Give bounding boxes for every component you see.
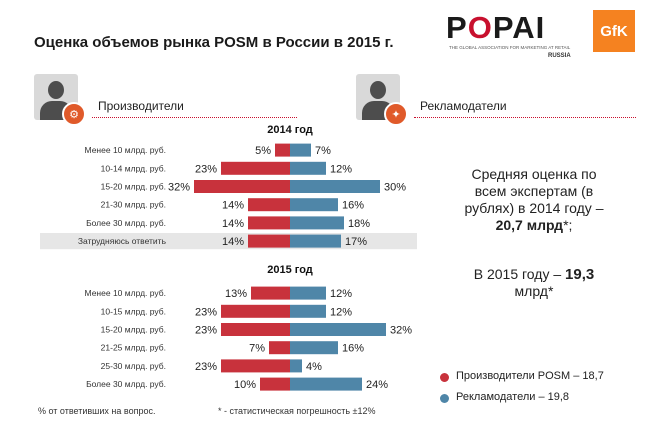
bar-producers	[248, 198, 290, 212]
data-label-advertisers: 18%	[348, 218, 370, 230]
bar-producers	[194, 180, 290, 193]
bar-advertisers	[290, 234, 341, 248]
data-label-producers: 32%	[168, 182, 190, 194]
popai-tagline: THE GLOBAL ASSOCIATION FOR MARKETING AT …	[449, 45, 571, 50]
producers-label: Производители	[98, 99, 184, 113]
bar-advertisers	[290, 286, 326, 300]
data-label-producers: 23%	[195, 361, 217, 373]
tick-label: Более 30 млрд. руб.	[86, 218, 166, 228]
tick-label: Затрудняюсь ответить	[78, 236, 167, 246]
bar-producers	[275, 143, 290, 157]
data-label-producers: 14%	[222, 200, 244, 212]
bulb-badge-icon: ✦	[384, 102, 408, 126]
popai-russia-label: RUSSIA	[548, 53, 571, 59]
data-label-advertisers: 12%	[330, 306, 352, 318]
forecast-2015-prefix: В 2015 году –	[473, 266, 566, 282]
popai-logo-text: POPAI	[446, 10, 546, 45]
data-label-advertisers: 7%	[315, 145, 331, 157]
bar-advertisers	[290, 198, 338, 212]
data-label-advertisers: 32%	[390, 325, 412, 337]
tick-label: Менее 10 млрд. руб.	[85, 145, 166, 155]
tick-label: 25-30 млрд. руб.	[101, 361, 166, 371]
page-title: Оценка объемов рынка POSM в России в 201…	[34, 34, 394, 51]
data-label-advertisers: 12%	[330, 163, 352, 175]
bar-advertisers	[290, 180, 380, 193]
data-label-producers: 14%	[222, 236, 244, 248]
bar-producers	[248, 216, 290, 230]
average-line-2: всем экспертам (в	[474, 183, 594, 199]
tick-label: Более 30 млрд. руб.	[86, 379, 166, 389]
legend-advertisers-dot	[440, 394, 449, 403]
chart-title: 2015 год	[267, 264, 313, 276]
data-label-producers: 23%	[195, 325, 217, 337]
tick-label: 10-14 млрд. руб.	[101, 163, 166, 173]
bar-advertisers	[290, 143, 311, 157]
gear-badge-icon: ⚙	[62, 102, 86, 126]
tick-label: 21-25 млрд. руб.	[101, 343, 166, 353]
tick-label: Менее 10 млрд. руб.	[85, 288, 166, 298]
forecast-2015-unit: млрд*	[514, 283, 554, 299]
average-2014-suffix: *;	[563, 217, 573, 233]
data-label-advertisers: 12%	[330, 288, 352, 300]
bar-advertisers	[290, 161, 326, 175]
data-label-producers: 10%	[234, 379, 256, 391]
data-label-advertisers: 16%	[342, 200, 364, 212]
tick-label: 15-20 млрд. руб.	[101, 325, 166, 335]
bar-advertisers	[290, 323, 386, 336]
data-label-advertisers: 24%	[366, 379, 388, 391]
data-label-producers: 13%	[225, 288, 247, 300]
producers-divider	[92, 117, 297, 118]
popai-gfk-logo: POPAI THE GLOBAL ASSOCIATION FOR MARKETI…	[446, 8, 636, 59]
footnote-error: * - статистическая погрешность ±12%	[218, 406, 376, 416]
bar-producers	[221, 359, 290, 373]
bar-producers	[221, 323, 290, 336]
bar-advertisers	[290, 216, 344, 230]
data-label-advertisers: 16%	[342, 343, 364, 355]
gfk-logo: GfK	[593, 10, 635, 52]
average-line-1: Средняя оценка по	[471, 166, 597, 182]
bar-producers	[269, 341, 290, 355]
bar-advertisers	[290, 359, 302, 373]
bar-producers	[251, 286, 290, 300]
tick-label: 21-30 млрд. руб.	[101, 200, 166, 210]
legend-advertisers-label: Рекламодатели – 19,8	[456, 391, 570, 403]
data-label-producers: 23%	[195, 163, 217, 175]
tick-label: 15-20 млрд. руб.	[101, 182, 166, 192]
forecast-2015-text: В 2015 году – 19,3 млрд*	[444, 266, 624, 300]
chart-title: 2014 год	[267, 124, 313, 136]
tick-label: 10-15 млрд. руб.	[101, 306, 166, 316]
advertisers-divider	[414, 117, 636, 118]
data-label-advertisers: 30%	[384, 182, 406, 194]
data-label-producers: 7%	[249, 343, 265, 355]
bar-advertisers	[290, 341, 338, 355]
average-line-3: рублях) в 2014 году –	[464, 200, 604, 216]
data-label-producers: 23%	[195, 306, 217, 318]
bar-advertisers	[290, 377, 362, 391]
bar-producers	[221, 161, 290, 175]
legend-producers-label: Производители POSM – 18,7	[456, 370, 604, 382]
bar-producers	[221, 304, 290, 318]
forecast-2015-value: 19,3	[565, 266, 595, 283]
advertisers-label: Рекламодатели	[420, 99, 507, 113]
legend-producers-dot	[440, 373, 449, 382]
data-label-producers: 14%	[222, 218, 244, 230]
data-label-advertisers: 17%	[345, 236, 367, 248]
bar-advertisers	[290, 304, 326, 318]
average-2014-value: 20,7 млрд	[495, 217, 564, 233]
bar-producers	[248, 234, 290, 248]
average-estimate-text: Средняя оценка по всем экспертам (в рубл…	[444, 166, 624, 234]
footnote-respondents: % от ответивших на вопрос.	[38, 406, 156, 416]
data-label-producers: 5%	[255, 145, 271, 157]
bar-producers	[260, 377, 290, 391]
data-label-advertisers: 4%	[306, 361, 322, 373]
